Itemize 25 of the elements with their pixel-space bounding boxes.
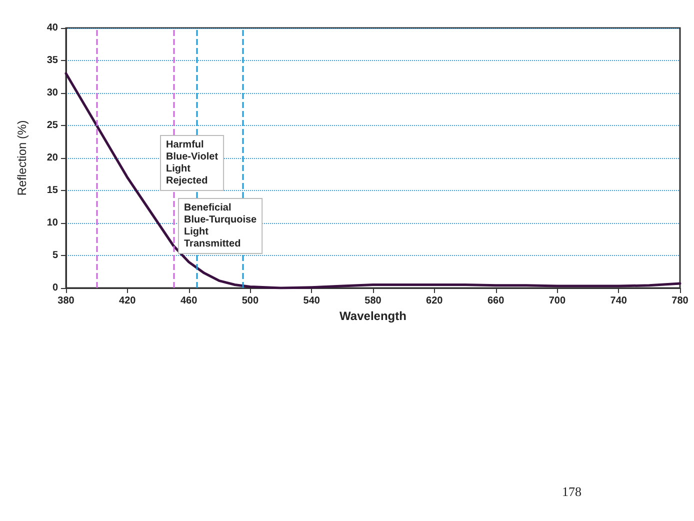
x-tick-label: 500 — [242, 296, 259, 306]
y-tick-label: 35 — [46, 55, 58, 66]
y-tick-label: 5 — [52, 250, 58, 261]
x-tick-label: 700 — [548, 296, 566, 306]
x-tick-label: 740 — [610, 296, 628, 306]
x-axis-title: Wavelength — [340, 309, 406, 323]
x-tick-label: 420 — [119, 296, 136, 306]
x-tick-label: 540 — [303, 296, 320, 306]
y-tick-label: 10 — [46, 218, 58, 228]
x-tick-label: 620 — [426, 296, 444, 306]
y-tick-label: 15 — [46, 185, 58, 196]
annotation: Harmful Blue-Violet Light Rejected — [166, 140, 219, 186]
x-tick-label: 580 — [364, 296, 382, 306]
x-tick-label: 660 — [487, 296, 505, 306]
y-tick-label: 25 — [46, 120, 58, 131]
x-tick-label: 460 — [180, 296, 198, 306]
text: 178 — [562, 484, 582, 499]
y-tick-label: 0 — [52, 282, 58, 294]
x-tick-label: 380 — [58, 296, 75, 306]
annotation: Beneficial Blue-Turquoise Light Transmitted — [184, 202, 258, 250]
x-tick-label: 780 — [672, 296, 689, 306]
y-tick-label: 40 — [46, 22, 58, 34]
y-tick-label: 20 — [46, 152, 58, 164]
y-axis-title: Reflection (%) — [15, 120, 29, 196]
y-tick-label: 30 — [46, 88, 58, 98]
